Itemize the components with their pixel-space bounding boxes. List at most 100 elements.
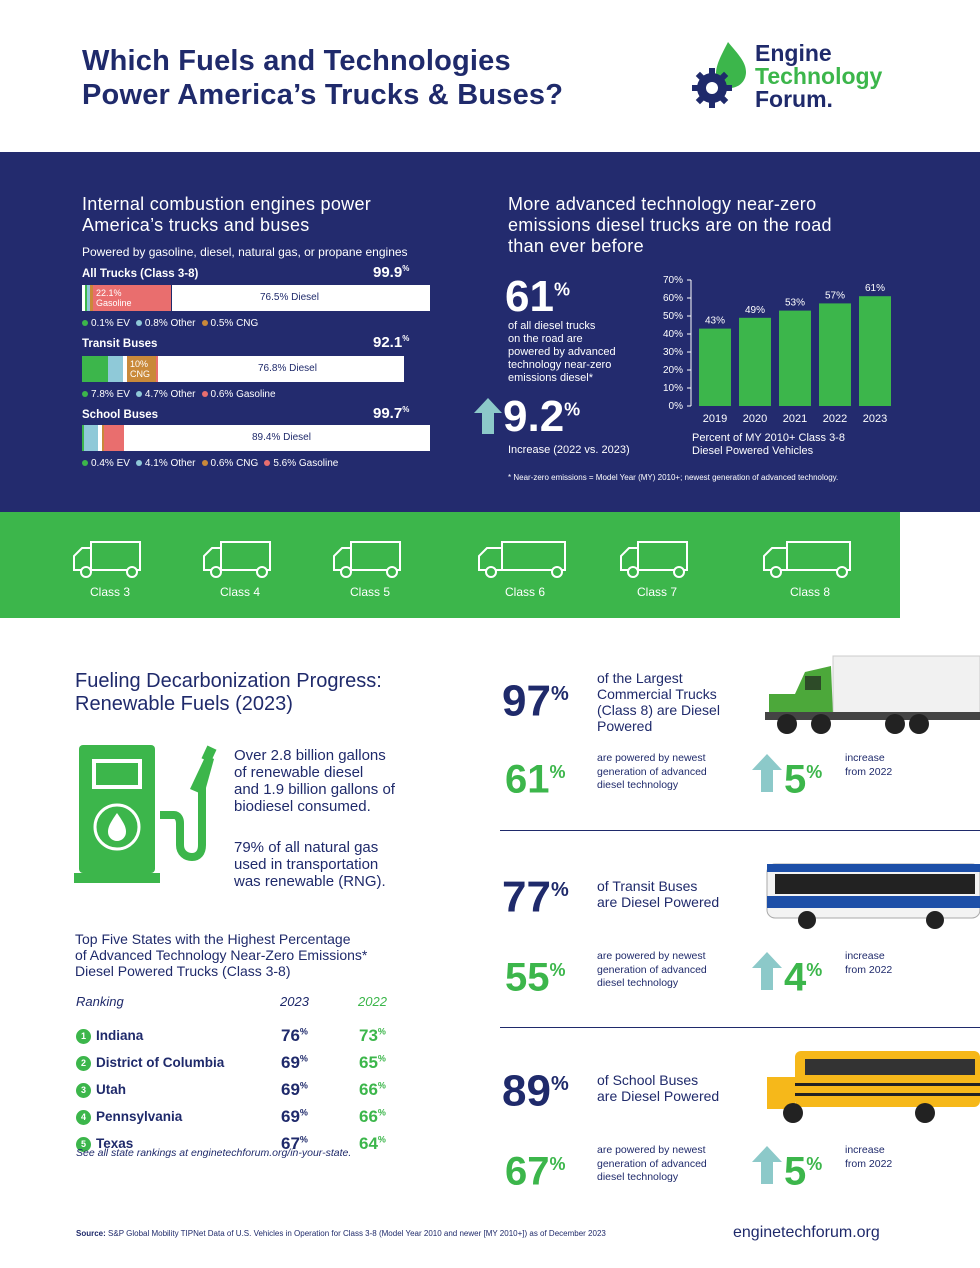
logo-word-technology: Technology — [755, 63, 883, 89]
increase-stat: 5% — [784, 757, 823, 802]
row-total-trucks: 99.9% — [373, 264, 410, 281]
class-label: Class 3 — [89, 585, 130, 599]
seg-cng — [90, 285, 93, 311]
divider — [500, 1027, 980, 1028]
col-2023: 2023 — [280, 994, 309, 1009]
value-2022: 65% — [359, 1053, 386, 1072]
chart-caption: Percent of MY 2010+ Class 3-8 Diesel Pow… — [692, 432, 845, 457]
chart-data-label: 61% — [865, 283, 885, 294]
diesel-share-desc: of School Buses are Diesel Powered — [597, 1072, 720, 1104]
x-tick-label: 2023 — [863, 413, 887, 422]
truck-class-8: Class 8 — [760, 538, 860, 599]
increase-desc: increase from 2022 — [845, 950, 893, 976]
renewable-diesel-text: Over 2.8 billion gallons of renewable di… — [234, 747, 395, 815]
y-tick-label: 70% — [663, 275, 683, 286]
row-label-school: School Buses — [82, 409, 159, 421]
y-tick-label: 10% — [663, 383, 683, 394]
chart-bar-2023 — [859, 296, 891, 406]
row-total-school: 99.7% — [373, 405, 410, 422]
states-heading: Top Five States with the Highest Percent… — [75, 931, 368, 979]
seg-blank — [123, 356, 127, 382]
x-tick-label: 2021 — [783, 413, 807, 422]
truck-class-7: Class 7 — [617, 538, 702, 599]
rng-text: 79% of all natural gas used in transport… — [234, 839, 386, 890]
class-label: Class 4 — [219, 585, 260, 599]
chart-bar-2022 — [819, 303, 851, 406]
increase-stat: 4% — [784, 955, 823, 1000]
up-arrow-icon — [752, 952, 782, 990]
truck-icon — [620, 541, 688, 578]
x-tick-label: 2019 — [703, 413, 727, 422]
stats-band — [0, 152, 980, 512]
seg-diesel: 76.8% Diesel — [258, 363, 317, 374]
logo: Engine Technology Forum. — [690, 40, 910, 111]
seg-gasoline — [104, 425, 124, 451]
chart-bar-2020 — [739, 317, 771, 406]
seg-cng: 10% CNG — [127, 356, 156, 382]
x-tick-label: 2022 — [823, 413, 847, 422]
up-arrow-icon — [752, 754, 782, 792]
semi-truck-image — [765, 655, 980, 734]
truck-class-6: Class 6 — [475, 538, 575, 599]
state-name: 5 Texas — [76, 1136, 133, 1152]
class-label: Class 7 — [636, 585, 677, 599]
rank-badge: 2 — [76, 1055, 91, 1071]
row-label-transit: Transit Buses — [82, 338, 158, 350]
state-name: 2 District of Columbia — [76, 1055, 224, 1071]
class-label: Class 8 — [789, 585, 830, 599]
ice-subheading: Powered by gasoline, diesel, natural gas… — [82, 245, 408, 259]
value-2022: 66% — [359, 1080, 386, 1099]
states-note: See all state rankings at enginetechforu… — [76, 1147, 352, 1159]
y-tick-label: 20% — [663, 365, 683, 376]
seg-other — [108, 356, 123, 382]
increase-stat: 5% — [784, 1149, 823, 1194]
page-title: Which Fuels and Technologies Power Ameri… — [82, 45, 564, 111]
seg-ev — [82, 356, 108, 382]
truck-class-5: Class 5 — [330, 538, 415, 599]
diesel-share-stat: 97% — [502, 676, 569, 726]
diesel-share-desc: of the Largest Commercial Trucks (Class 8)… — [597, 670, 720, 734]
truck-class-3: Class 3 — [70, 538, 155, 599]
y-tick-label: 30% — [663, 347, 683, 358]
col-ranking: Ranking — [76, 994, 124, 1009]
fuel-bar-trucks: 22.1% Gasoline 76.5% Diesel — [82, 285, 430, 311]
state-name: 4 Pennsylvania — [76, 1109, 182, 1125]
fuel-pump-icon — [74, 745, 217, 883]
chart-data-label: 43% — [705, 316, 725, 327]
state-name: 1 Indiana — [76, 1028, 143, 1044]
truck-icon — [333, 541, 401, 578]
up-arrow-icon — [752, 1146, 782, 1184]
chart-bar-2019 — [699, 328, 731, 406]
seg-gasoline — [156, 356, 158, 382]
rank-badge: 5 — [76, 1136, 91, 1152]
seg-blank — [98, 425, 102, 451]
nz-footnote: * Near-zero emissions = Model Year (MY) … — [508, 473, 839, 482]
y-tick-label: 50% — [663, 311, 683, 322]
value-2023: 69% — [281, 1053, 308, 1072]
value-2022: 73% — [359, 1026, 386, 1045]
source-line: Source: S&P Global Mobility TIPNet Data … — [76, 1229, 606, 1238]
seg-cng — [102, 425, 104, 451]
gear-drop-icon — [692, 42, 746, 108]
chart-data-label: 49% — [745, 305, 765, 316]
fuel-bar-transit: 10% CNG 76.8% Diesel — [82, 356, 404, 382]
legend-trucks: 0.1% EV 0.8% Other 0.5% CNG — [82, 318, 258, 329]
chart-data-label: 57% — [825, 290, 845, 301]
truck-icon — [73, 541, 141, 578]
nz-increase-desc: Increase (2022 vs. 2023) — [508, 444, 630, 456]
seg-gasoline: 22.1% Gasoline — [93, 285, 171, 311]
divider — [500, 830, 980, 831]
seg-diesel: 89.4% Diesel — [252, 432, 311, 443]
nz-increase-stat: 9.2% — [503, 392, 581, 441]
diesel-share-stat: 89% — [502, 1066, 569, 1116]
rank-badge: 4 — [76, 1109, 91, 1125]
class-label: Class 6 — [504, 585, 545, 599]
row-label-trucks: All Trucks (Class 3-8) — [82, 268, 199, 280]
col-2022: 2022 — [358, 994, 387, 1009]
truck-class-4: Class 4 — [200, 538, 285, 599]
legend-school: 0.4% EV 4.1% Other 0.6% CNG 5.6% Gasolin… — [82, 458, 338, 469]
advanced-share-stat: 67% — [505, 1149, 566, 1194]
x-tick-label: 2020 — [743, 413, 767, 422]
school-bus-image — [767, 1051, 980, 1123]
website-url[interactable]: enginetechforum.org — [733, 1224, 880, 1241]
